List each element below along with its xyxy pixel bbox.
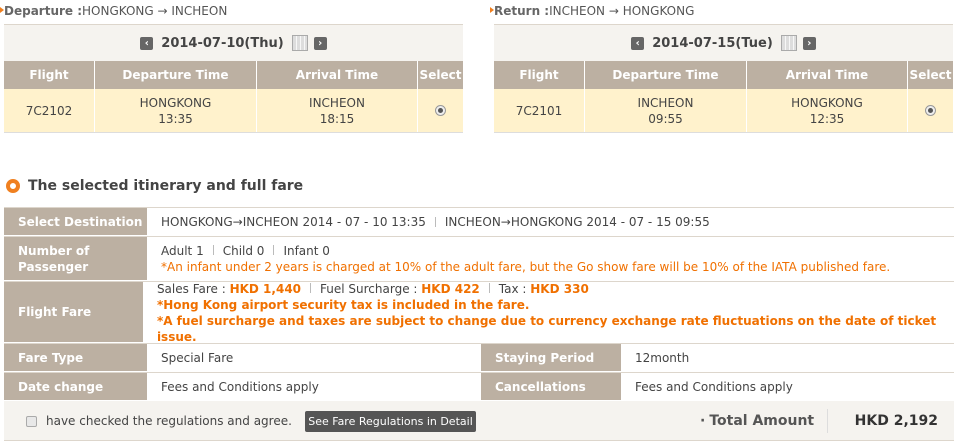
return-label: Return : bbox=[494, 4, 550, 18]
total-amount: HKD 2,192 bbox=[854, 413, 938, 429]
destination-label: Select Destination bbox=[4, 208, 147, 236]
agree-checkbox[interactable] bbox=[26, 416, 37, 427]
fare-type: Special Fare bbox=[161, 351, 234, 365]
select-radio[interactable] bbox=[925, 105, 936, 116]
circle-bullet-icon bbox=[6, 179, 20, 193]
surcharge-note: *A fuel surcharge and taxes are subject … bbox=[156, 313, 937, 344]
dep-time: 09:55 bbox=[648, 111, 683, 126]
departure-title: Departure :HONGKONG → INCHEON bbox=[0, 4, 228, 18]
cancel-label: Cancellations bbox=[481, 373, 621, 401]
return-title: Return :INCHEON → HONGKONG bbox=[490, 4, 695, 18]
bullet-icon bbox=[0, 7, 4, 13]
table-header: Flight Departure Time Arrival Time Selec… bbox=[494, 61, 953, 89]
return-route: INCHEON → HONGKONG bbox=[549, 4, 695, 18]
header-flight: Flight bbox=[494, 61, 585, 89]
fare-label: Flight Fare bbox=[4, 282, 143, 343]
arr-city: INCHEON bbox=[309, 95, 365, 110]
fare-table: Select Destination HONGKONG→INCHEON 2014… bbox=[4, 207, 954, 402]
date-change: Fees and Conditions apply bbox=[161, 380, 319, 394]
prev-date-button[interactable]: ‹ bbox=[631, 36, 645, 50]
calendar-icon[interactable] bbox=[780, 35, 797, 51]
date-bar: ‹ 2014-07-15(Tue) › bbox=[494, 24, 953, 61]
date-change-row: Date change Fees and Conditions apply Ca… bbox=[4, 373, 954, 402]
fuel-label: Fuel Surcharge : bbox=[320, 281, 422, 296]
tax-label: Tax : bbox=[498, 281, 531, 296]
return-date: 2014-07-15(Tue) bbox=[652, 35, 773, 51]
dep-city: HONGKONG bbox=[139, 95, 212, 110]
footer-bar: have checked the regulations and agree. … bbox=[4, 401, 954, 441]
tax: HKD 330 bbox=[530, 281, 589, 296]
staying-label: Staying Period bbox=[481, 344, 621, 372]
sales-fare-label: Sales Fare : bbox=[156, 281, 230, 296]
infant-count: Infant 0 bbox=[283, 244, 330, 258]
next-date-button[interactable]: › bbox=[313, 36, 327, 50]
table-row[interactable]: 7C2102 HONGKONG 13:35 INCHEON 18:15 bbox=[4, 89, 463, 133]
dep-time: 13:35 bbox=[158, 111, 193, 126]
header-arrival-time: Arrival Time bbox=[747, 61, 908, 89]
passenger-label: Number of Passenger bbox=[4, 237, 147, 281]
cancellations: Fees and Conditions apply bbox=[635, 380, 793, 394]
flight-number: 7C2102 bbox=[25, 103, 73, 118]
agree-label[interactable]: have checked the regulations and agree. bbox=[46, 414, 292, 428]
bullet-icon bbox=[490, 7, 494, 13]
arr-city: HONGKONG bbox=[791, 95, 863, 110]
divider bbox=[827, 409, 828, 433]
arr-time: 18:15 bbox=[319, 111, 355, 126]
section-title-text: The selected itinerary and full fare bbox=[28, 178, 304, 194]
fuel-surcharge: HKD 422 bbox=[421, 281, 480, 296]
departure-route: HONGKONG → INCHEON bbox=[82, 4, 228, 18]
arr-time: 12:35 bbox=[809, 111, 845, 126]
fare-type-row: Fare Type Special Fare Staying Period 12… bbox=[4, 344, 954, 373]
fare-type-label: Fare Type bbox=[4, 344, 147, 372]
prev-date-button[interactable]: ‹ bbox=[140, 36, 154, 50]
departure-label: Departure : bbox=[4, 4, 83, 18]
fare-row: Flight Fare Sales Fare : HKD 1,440 Fuel S… bbox=[4, 282, 954, 344]
destination-out: HONGKONG→INCHEON 2014 - 07 - 10 13:35 bbox=[161, 215, 426, 229]
table-header: Flight Departure Time Arrival Time Selec… bbox=[4, 61, 463, 89]
infant-note: *An infant under 2 years is charged at 1… bbox=[161, 260, 891, 274]
fare-regulations-button[interactable]: See Fare Regulations in Detail bbox=[305, 411, 476, 432]
destination-ret: INCHEON→HONGKONG 2014 - 07 - 15 09:55 bbox=[444, 215, 710, 229]
destination-row: Select Destination HONGKONG→INCHEON 2014… bbox=[4, 208, 954, 237]
dep-city: INCHEON bbox=[637, 95, 694, 110]
header-departure-time: Departure Time bbox=[95, 61, 257, 89]
header-select: Select bbox=[419, 68, 462, 82]
calendar-icon[interactable] bbox=[291, 35, 308, 51]
header-arrival-time: Arrival Time bbox=[257, 61, 418, 89]
staying-period: 12month bbox=[635, 351, 690, 365]
passenger-row: Number of Passenger Adult 1 Child 0 Infant… bbox=[4, 237, 954, 282]
child-count: Child 0 bbox=[222, 244, 265, 258]
adult-count: Adult 1 bbox=[161, 244, 204, 258]
security-tax-note: *Hong Kong airport security tax is inclu… bbox=[156, 297, 530, 312]
section-title: The selected itinerary and full fare bbox=[6, 178, 303, 194]
date-change-label: Date change bbox=[4, 373, 147, 401]
date-bar: ‹ 2014-07-10(Thu) › bbox=[4, 24, 463, 61]
flight-number: 7C2101 bbox=[515, 103, 563, 118]
total-label: Total Amount bbox=[700, 413, 814, 429]
header-departure-time: Departure Time bbox=[585, 61, 747, 89]
select-radio[interactable] bbox=[435, 105, 446, 116]
departure-date: 2014-07-10(Thu) bbox=[161, 35, 284, 51]
header-select: Select bbox=[909, 68, 952, 82]
table-row[interactable]: 7C2101 INCHEON 09:55 HONGKONG 12:35 bbox=[494, 89, 953, 133]
next-date-button[interactable]: › bbox=[802, 36, 816, 50]
sales-fare: HKD 1,440 bbox=[229, 281, 302, 296]
header-flight: Flight bbox=[4, 61, 95, 89]
